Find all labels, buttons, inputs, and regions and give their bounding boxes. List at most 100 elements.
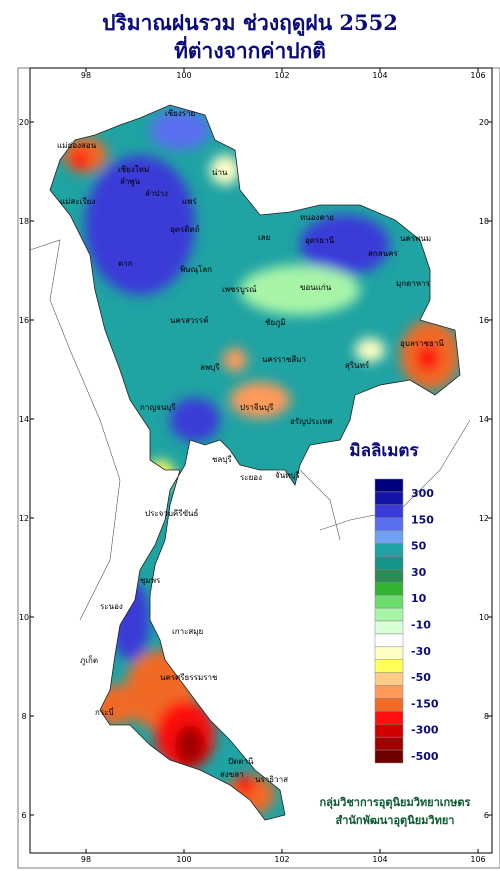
lat-tick-label: 10: [19, 613, 29, 622]
legend-swatch: [374, 724, 404, 738]
lat-tick-label: 16: [479, 316, 489, 325]
place-label: ลำปาง: [145, 189, 168, 198]
legend-swatch: [374, 504, 404, 518]
place-label: ชุมพร: [140, 576, 161, 585]
place-label: เชียงใหม่: [118, 165, 149, 174]
lat-tick-label: 14: [19, 415, 29, 424]
lat-tick-label: 10: [479, 613, 489, 622]
lon-tick-label: 102: [274, 71, 289, 80]
credit-line: กลุ่มวิชาการอุตุนิยมวิทยาเกษตร: [320, 796, 471, 810]
lon-tick-label: 98: [81, 71, 91, 80]
legend: 300 150 50 30 10 -10 -30 -50 -150 -300 -500: [374, 478, 439, 764]
legend-label: 150: [411, 513, 434, 526]
legend-swatch: [374, 633, 404, 648]
legend-swatch: [374, 711, 404, 725]
place-label: สุรินทร์: [345, 360, 370, 370]
legend-title: มิลลิเมตร: [349, 441, 419, 461]
place-label: ลำพูน: [120, 177, 141, 187]
lat-tick-label: 20: [19, 118, 29, 127]
place-label: นครราชสีมา: [262, 355, 306, 364]
lat-tick-label: 18: [479, 217, 489, 226]
legend-label: 50: [411, 540, 427, 553]
lon-tick-label: 98: [81, 855, 91, 864]
place-label: ปราจีนบุรี: [240, 403, 274, 412]
lat-tick-label: 14: [479, 415, 489, 424]
legend-swatch: [374, 530, 404, 544]
place-label: กาญจนบุรี: [140, 403, 176, 412]
place-label: ภูเก็ต: [80, 655, 98, 666]
legend-swatch: [374, 517, 404, 531]
legend-swatch: [374, 659, 404, 673]
lon-tick-label: 106: [470, 71, 485, 80]
place-label: ระยอง: [240, 473, 262, 482]
place-label: นครสวรรค์: [170, 315, 208, 325]
lat-tick-label: 16: [19, 316, 29, 325]
place-label: เพชรบูรณ์: [222, 284, 257, 295]
credit-line: สำนักพัฒนาอุตุนิยมวิทยา: [336, 814, 455, 828]
place-label: ระนอง: [100, 602, 123, 611]
place-label: มุกดาหาร: [396, 279, 431, 288]
lat-tick-label: 6: [21, 811, 26, 820]
place-label: ชัยภูมิ: [265, 318, 286, 328]
legend-swatch: [374, 749, 404, 764]
place-label: นครศรีธรรมราช: [160, 673, 218, 682]
legend-label: 300: [411, 487, 434, 500]
place-label: เลย: [258, 233, 270, 242]
place-label: สงขลา: [220, 770, 244, 779]
lat-tick-label: 8: [21, 712, 26, 721]
legend-swatch: [374, 556, 404, 570]
lon-tick-label: 100: [176, 855, 191, 864]
lon-tick-label: 106: [470, 855, 485, 864]
legend-swatch: [374, 698, 404, 712]
legend-swatch: [374, 491, 404, 506]
legend-swatch: [374, 736, 404, 751]
place-label: ตาก: [118, 259, 133, 268]
place-label: พิษณุโลก: [180, 264, 212, 274]
place-label: นครพนม: [400, 234, 431, 243]
legend-label: -10: [411, 619, 431, 632]
lon-tick-label: 104: [372, 855, 387, 864]
place-labels: เชียงราย แม่ฮ่องสอน เชียงใหม่ ลำพูน น่าน…: [57, 109, 444, 784]
subtitle: ที่ต่างจากค่าปกติ: [174, 35, 326, 63]
lat-tick-label: 8: [484, 712, 489, 721]
legend-label: -30: [411, 645, 431, 658]
legend-swatch: [374, 607, 404, 622]
legend-swatch: [374, 672, 404, 686]
lat-tick-label: 20: [479, 118, 489, 127]
legend-swatch: [374, 620, 404, 635]
legend-label: -500: [411, 750, 439, 763]
legend-label: 10: [411, 592, 427, 605]
lat-tick-label: 12: [19, 514, 29, 523]
place-label: สกลนคร: [368, 249, 398, 258]
place-label: แพร่: [182, 197, 197, 206]
place-label: ลพบุรี: [200, 363, 220, 372]
lon-tick-label: 104: [372, 71, 387, 80]
place-label: อุบลราชธานี: [400, 339, 444, 348]
place-label: อุตรดิตถ์: [170, 224, 200, 234]
lat-tick-label: 12: [479, 514, 489, 523]
place-label: น่าน: [212, 168, 228, 177]
place-label: อุดรธานี: [305, 236, 335, 245]
legend-swatch: [374, 543, 404, 557]
place-label: ขอนแก่น: [300, 283, 332, 292]
place-label: ชลบุรี: [212, 455, 232, 464]
place-label: กระบี่: [95, 706, 114, 717]
place-label: จันทบุรี: [275, 471, 301, 480]
legend-label: -150: [411, 697, 439, 710]
legend-swatch: [374, 582, 404, 596]
legend-swatch: [374, 478, 404, 493]
place-label: หนองคาย: [300, 213, 334, 222]
place-label: เกาะสมุย: [172, 627, 203, 636]
place-label: ปัตตานี: [228, 757, 254, 766]
legend-label: -50: [411, 671, 431, 684]
legend-label: 30: [411, 566, 427, 579]
legend-swatch: [374, 594, 404, 609]
legend-swatch: [374, 685, 404, 699]
lat-tick-label: 6: [484, 811, 489, 820]
place-label: เชียงราย: [165, 109, 195, 118]
lat-tick-label: 18: [19, 217, 29, 226]
legend-label: -300: [411, 724, 439, 737]
place-label: นราธิวาส: [255, 775, 288, 784]
